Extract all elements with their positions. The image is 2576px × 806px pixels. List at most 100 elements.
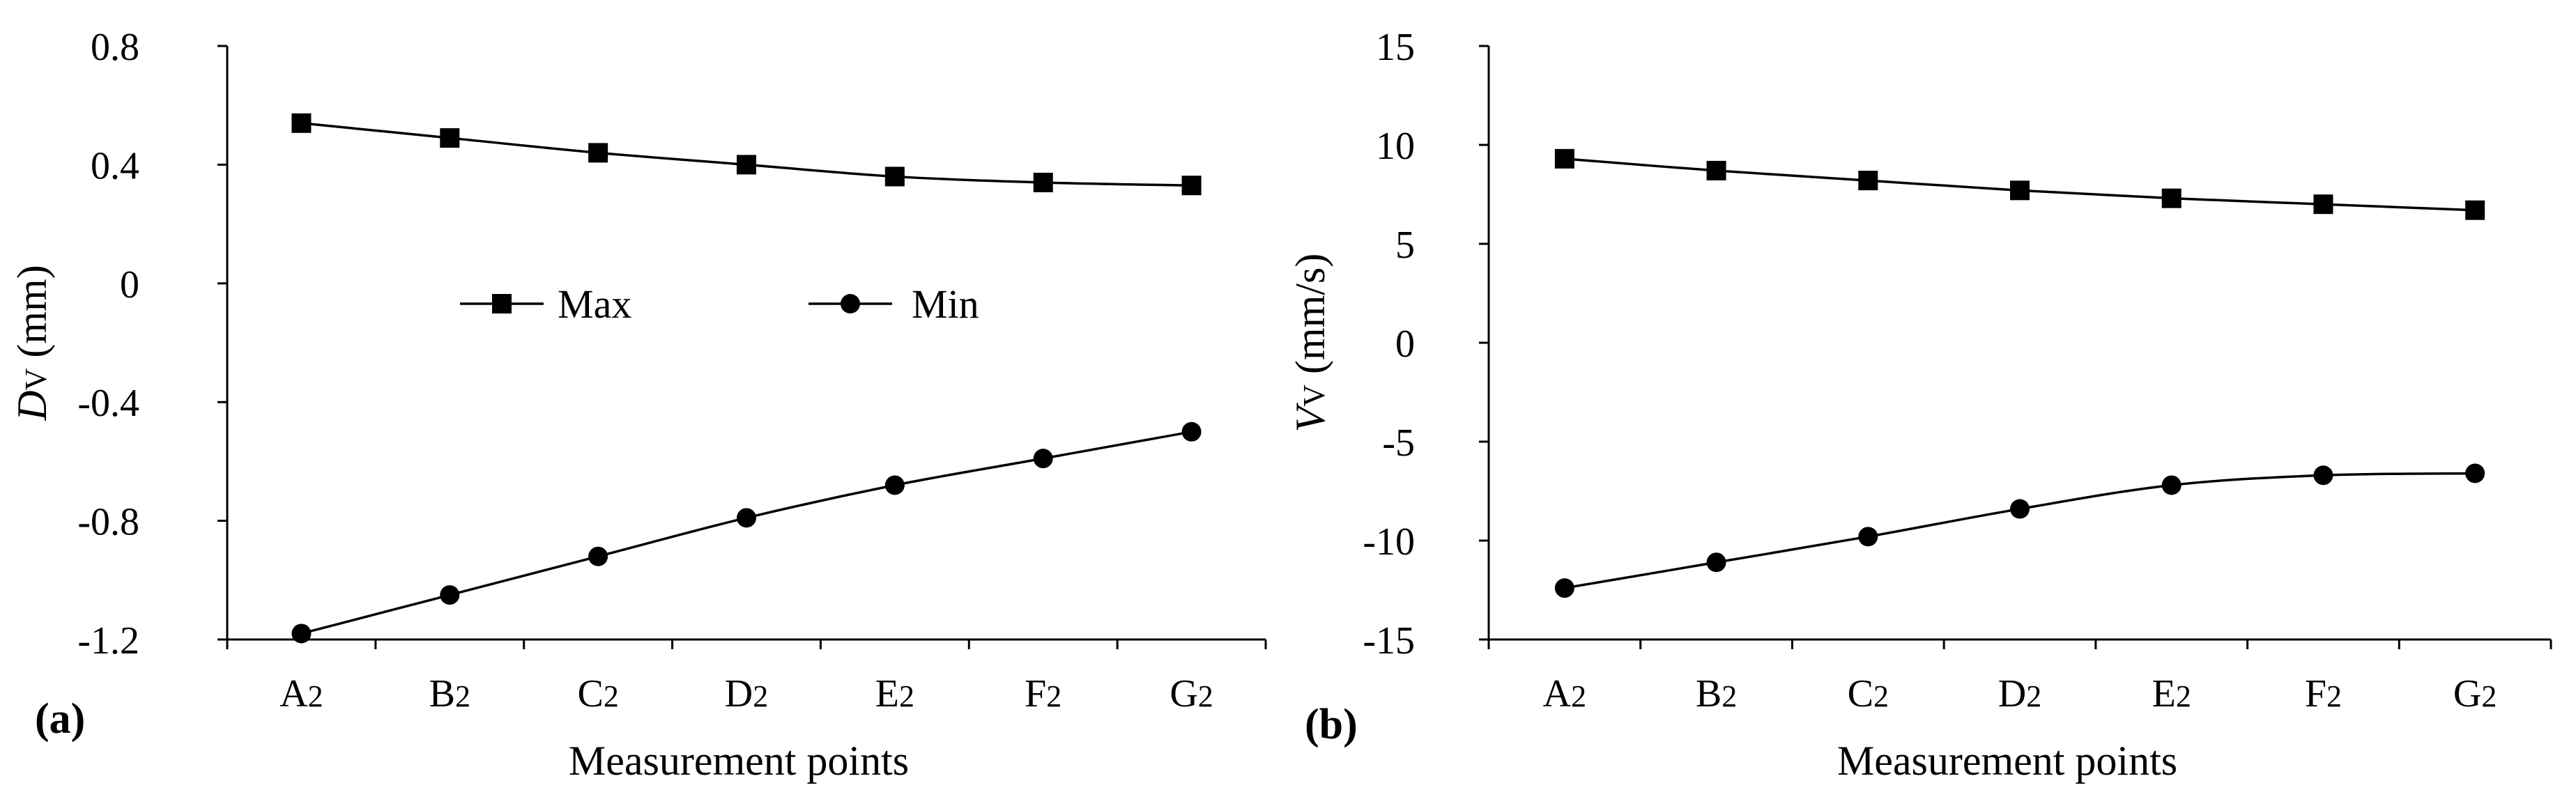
panel-2-y-tick-label: -15	[1363, 619, 1415, 662]
y-label-unit: (mm)	[9, 265, 55, 368]
panel-1-series-min-line	[300, 431, 1192, 635]
panel-1-series-max-point	[1181, 176, 1202, 196]
panel-1-series-max-point	[1033, 172, 1053, 192]
panel-2-label: (b)	[1305, 701, 1358, 748]
panel-1-y-tick-label: -0.8	[77, 501, 139, 544]
category-subscript: 2	[1722, 679, 1737, 713]
category-subscript: 2	[2176, 679, 2191, 713]
panel-1-series-min-point	[440, 585, 460, 605]
panel-2-y-tick-label: 15	[1376, 26, 1415, 69]
panel-1-series-min-point	[1181, 421, 1202, 442]
category-subscript: 2	[899, 679, 914, 713]
category-letter: G	[2453, 672, 2481, 715]
panel-1-x-tick-label: G2	[1170, 672, 1213, 715]
category-letter: C	[577, 672, 603, 715]
y-label-subscript: V	[1297, 385, 1331, 407]
category-subscript: 2	[455, 679, 470, 713]
panel-2-y-tick-label: 5	[1395, 224, 1415, 267]
panel-1-series-min-point	[884, 475, 905, 495]
panel-2-x-axis-label: Measurement points	[1837, 738, 2177, 784]
category-letter: B	[429, 672, 455, 715]
panel-2-series-min-point	[1554, 578, 1574, 598]
category-subscript: 2	[753, 679, 768, 713]
y-label-subscript: V	[19, 368, 53, 390]
category-subscript: 2	[604, 679, 619, 713]
category-letter: F	[2305, 672, 2326, 715]
category-letter: F	[1025, 672, 1046, 715]
panel-2-x-tick-label: C2	[1848, 672, 1889, 715]
category-letter: A	[1543, 672, 1572, 715]
panel-1-series-max-point	[440, 128, 460, 148]
category-letter: B	[1696, 672, 1722, 715]
category-subscript: 2	[1046, 679, 1061, 713]
panel-2-series-max-point	[2465, 200, 2485, 220]
panel-1-series-max-line	[301, 122, 1192, 187]
panel-1-series-min-point	[737, 508, 756, 528]
panel-1-y-tick-label: 0	[120, 263, 139, 307]
category-subscript: 2	[1873, 679, 1889, 713]
panel-1-y-tick-label: 0.4	[91, 144, 139, 187]
panel-2-series-min-line	[1564, 472, 2476, 589]
panel-1-label: (a)	[35, 695, 85, 743]
legend: Max Min	[460, 281, 979, 327]
category-letter: D	[1998, 672, 2026, 715]
panel-1-x-tick-label: C2	[577, 672, 618, 715]
category-letter: C	[1848, 672, 1873, 715]
panel-2-series-max-point	[2313, 194, 2333, 215]
panel-2-x-tick-label: A2	[1543, 672, 1586, 715]
panel-2-series-min-point	[2465, 463, 2485, 483]
panel-2-series-min-point	[2313, 465, 2333, 486]
panel-2-series-max-point	[1706, 160, 1726, 180]
panel-2-series-min-point	[1858, 527, 1878, 547]
panel-1-x-tick-label: D2	[725, 672, 768, 715]
legend-max-label: Max	[558, 281, 631, 327]
category-subscript: 2	[308, 679, 323, 713]
panel-1-series-max-point	[737, 155, 756, 175]
panel-2-series-max-point	[1858, 171, 1878, 191]
panel-1-y-tick-label: -0.4	[77, 382, 139, 425]
panel-2-y-tick-label: 10	[1376, 125, 1415, 168]
panel-1-y-tick-label: 0.8	[91, 26, 139, 69]
panel-2-x-tick-label: E2	[2152, 672, 2191, 715]
category-letter: E	[875, 672, 899, 715]
category-letter: G	[1170, 672, 1197, 715]
panel-1-series-min-point	[588, 546, 608, 566]
panel-1-series-max-point	[588, 143, 608, 163]
panel-2-y-tick-label: -5	[1382, 421, 1415, 465]
category-letter: E	[2152, 672, 2176, 715]
panel-2-y-tick-label: 0	[1395, 323, 1415, 366]
panel-2-series-max-point	[1554, 148, 1574, 169]
panel-2-x-tick-label: F2	[2305, 672, 2342, 715]
panel-1-y-tick-label: -1.2	[77, 619, 139, 662]
legend-min-label: Min	[912, 281, 979, 327]
panel-2-series-max-point	[2010, 180, 2030, 201]
category-subscript: 2	[2026, 679, 2041, 713]
panel-1-x-axis-label: Measurement points	[569, 738, 909, 784]
category-letter: A	[279, 672, 308, 715]
panel-1-series-min-point	[291, 623, 312, 644]
panel-2-y-axis-label: VV (mm/s)	[1287, 254, 1333, 433]
panel-1-y-axis-label: DV (mm)	[9, 265, 55, 421]
panel-2-series-min-point	[2161, 475, 2182, 495]
y-label-symbol: V	[1287, 402, 1333, 432]
category-subscript: 2	[2326, 679, 2342, 713]
panel-2-series-min-point	[2010, 499, 2030, 519]
y-label-unit: (mm/s)	[1287, 254, 1333, 385]
panel-1-series-max-point	[884, 166, 905, 187]
panel-1-series-min-point	[1033, 449, 1053, 469]
panel-2-x-tick-label: G2	[2453, 672, 2497, 715]
panel-1-x-tick-label: F2	[1025, 672, 1061, 715]
panel-2-x-tick-label: B2	[1696, 672, 1737, 715]
panel-1-x-tick-label: B2	[429, 672, 470, 715]
category-letter: D	[725, 672, 753, 715]
panel-1-x-tick-label: E2	[875, 672, 914, 715]
panel-2-x-tick-label: D2	[1998, 672, 2041, 715]
category-subscript: 2	[2481, 679, 2497, 713]
legend-min-marker	[841, 294, 860, 313]
panel-1-series-max-point	[291, 113, 312, 133]
panel-2-y-tick-label: -10	[1363, 520, 1415, 564]
panel-2-series-min-point	[1706, 552, 1726, 573]
legend-max-marker	[492, 294, 512, 313]
y-label-symbol: D	[9, 390, 55, 421]
